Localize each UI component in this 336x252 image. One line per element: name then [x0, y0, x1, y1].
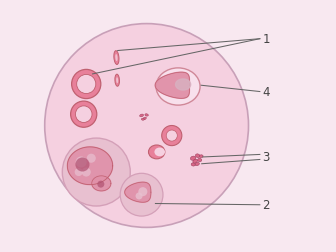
Circle shape [76, 157, 87, 168]
Polygon shape [92, 176, 111, 191]
Circle shape [75, 106, 92, 123]
Ellipse shape [156, 69, 200, 106]
Circle shape [87, 154, 96, 163]
Circle shape [75, 168, 83, 176]
Text: 1: 1 [262, 33, 270, 46]
Circle shape [82, 168, 91, 177]
Circle shape [77, 75, 96, 94]
Text: 3: 3 [262, 151, 270, 164]
Ellipse shape [143, 118, 146, 120]
Ellipse shape [191, 156, 196, 161]
Circle shape [166, 131, 177, 142]
Ellipse shape [155, 148, 165, 157]
Ellipse shape [198, 159, 202, 162]
Ellipse shape [140, 115, 143, 117]
Polygon shape [67, 147, 113, 185]
Ellipse shape [149, 145, 165, 159]
Circle shape [162, 126, 182, 146]
Ellipse shape [199, 155, 203, 158]
Text: 2: 2 [262, 199, 270, 211]
Ellipse shape [145, 114, 148, 117]
Ellipse shape [115, 75, 120, 87]
Circle shape [62, 139, 130, 206]
Ellipse shape [116, 78, 118, 84]
Text: 4: 4 [262, 86, 270, 99]
Circle shape [45, 24, 249, 228]
Circle shape [97, 181, 104, 188]
Circle shape [135, 193, 142, 200]
Ellipse shape [195, 163, 199, 166]
Polygon shape [175, 80, 191, 91]
Ellipse shape [114, 51, 119, 65]
Circle shape [120, 174, 163, 216]
Circle shape [138, 187, 148, 196]
Ellipse shape [141, 119, 144, 121]
Circle shape [72, 70, 101, 99]
Circle shape [71, 102, 97, 128]
Polygon shape [125, 182, 151, 202]
Circle shape [75, 158, 89, 172]
Ellipse shape [196, 154, 200, 158]
Polygon shape [155, 73, 190, 99]
Ellipse shape [115, 55, 118, 62]
Ellipse shape [191, 163, 195, 166]
Ellipse shape [193, 160, 198, 164]
